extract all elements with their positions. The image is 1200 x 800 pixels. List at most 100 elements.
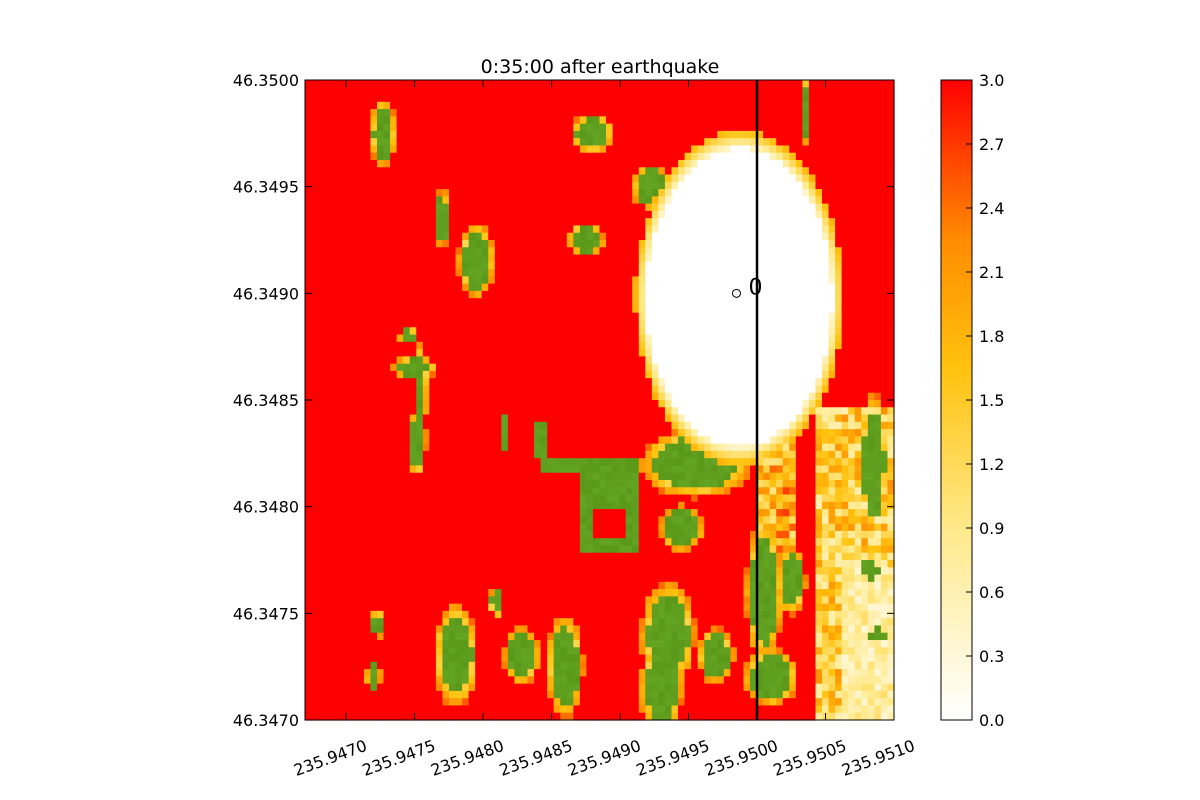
heatmap-cell [678, 94, 686, 103]
heatmap-cell [867, 276, 875, 285]
heatmap-cell [795, 254, 803, 263]
heatmap-cell [527, 276, 535, 285]
heatmap-cell [795, 443, 803, 452]
heatmap-cell [867, 407, 875, 416]
heatmap-cell [586, 465, 594, 474]
heatmap-cell [763, 240, 771, 248]
heatmap-cell [880, 458, 889, 467]
heatmap-cell [822, 290, 830, 299]
heatmap-cell [344, 392, 352, 401]
heatmap-cell [547, 196, 555, 205]
heatmap-cell [442, 385, 450, 394]
heatmap-cell [455, 247, 463, 256]
heatmap-cell [638, 392, 646, 401]
heatmap-cell [645, 116, 653, 125]
heatmap-cell [560, 436, 568, 445]
heatmap-cell [854, 400, 862, 408]
heatmap-cell [678, 174, 686, 183]
heatmap-cell [383, 436, 391, 445]
heatmap-cell [763, 421, 771, 430]
heatmap-cell [507, 305, 516, 314]
heatmap-cell [448, 334, 457, 343]
heatmap-cell [730, 167, 738, 176]
heatmap-cell [344, 443, 352, 452]
heatmap-cell [442, 101, 450, 110]
heatmap-cell [671, 436, 679, 445]
heatmap-cell [311, 87, 319, 96]
heatmap-cell [514, 421, 522, 430]
heatmap-cell [331, 210, 339, 219]
heatmap-cell [756, 421, 764, 430]
heatmap-cell [822, 320, 830, 328]
heatmap-cell [867, 320, 875, 328]
heatmap-cell [586, 414, 594, 423]
heatmap-cell [861, 283, 869, 292]
heatmap-cell [638, 87, 646, 96]
heatmap-cell [861, 429, 869, 437]
heatmap-cell [664, 400, 673, 408]
heatmap-cell [520, 174, 529, 183]
heatmap-cell [363, 80, 372, 88]
heatmap-cell [848, 378, 856, 387]
heatmap-cell [638, 370, 646, 379]
heatmap-cell [651, 138, 659, 147]
heatmap-cell [848, 181, 856, 190]
heatmap-cell [311, 261, 319, 270]
heatmap-cell [403, 130, 411, 139]
heatmap-cell [566, 407, 574, 416]
heatmap-cell [874, 320, 882, 328]
heatmap-cell [475, 414, 483, 423]
heatmap-cell [573, 152, 581, 161]
heatmap-cell [743, 472, 751, 481]
heatmap-cell [363, 472, 372, 481]
heatmap-cell [494, 407, 502, 416]
heatmap-cell [507, 392, 516, 401]
heatmap-cell [789, 174, 797, 183]
heatmap-cell [396, 305, 404, 314]
heatmap-cell [592, 349, 601, 357]
heatmap-cell [704, 130, 712, 139]
heatmap-cell [481, 421, 489, 430]
heatmap-cell [363, 400, 372, 408]
heatmap-cell [704, 181, 712, 190]
heatmap-cell [435, 378, 444, 387]
heatmap-cell [880, 196, 889, 205]
heatmap-cell [795, 458, 803, 467]
heatmap-cell [357, 174, 365, 183]
heatmap-cell [344, 116, 352, 125]
heatmap-cell [599, 450, 607, 459]
heatmap-cell [468, 218, 476, 227]
heatmap-cell [422, 240, 430, 248]
heatmap-cell [455, 189, 463, 197]
heatmap-cell [540, 232, 548, 241]
heatmap-cell [619, 312, 627, 321]
heatmap-cell [527, 334, 535, 343]
heatmap-cell [854, 87, 862, 96]
heatmap-cell [547, 240, 555, 248]
heatmap-cell [318, 145, 326, 154]
heatmap-cell [684, 269, 692, 277]
heatmap-cell [704, 385, 712, 394]
heatmap-cell [344, 167, 352, 176]
heatmap-cell [448, 465, 457, 474]
heatmap-cell [507, 174, 516, 183]
heatmap-cell [638, 400, 646, 408]
heatmap-cell [835, 349, 843, 357]
heatmap-cell [494, 436, 502, 445]
heatmap-cell [494, 349, 502, 357]
heatmap-cell [822, 210, 830, 219]
heatmap-cell [815, 196, 823, 205]
heatmap-cell [789, 465, 797, 474]
heatmap-cell [357, 363, 365, 372]
heatmap-cell [697, 145, 705, 154]
heatmap-cell [363, 290, 372, 299]
heatmap-cell [664, 152, 673, 161]
heatmap-cell [763, 160, 771, 168]
heatmap-cell [566, 123, 574, 132]
heatmap-cell [324, 290, 332, 299]
heatmap-cell [318, 290, 326, 299]
heatmap-cell [370, 341, 378, 350]
heatmap-cell [318, 305, 326, 314]
heatmap-cell [527, 138, 535, 147]
heatmap-cell [756, 80, 764, 88]
